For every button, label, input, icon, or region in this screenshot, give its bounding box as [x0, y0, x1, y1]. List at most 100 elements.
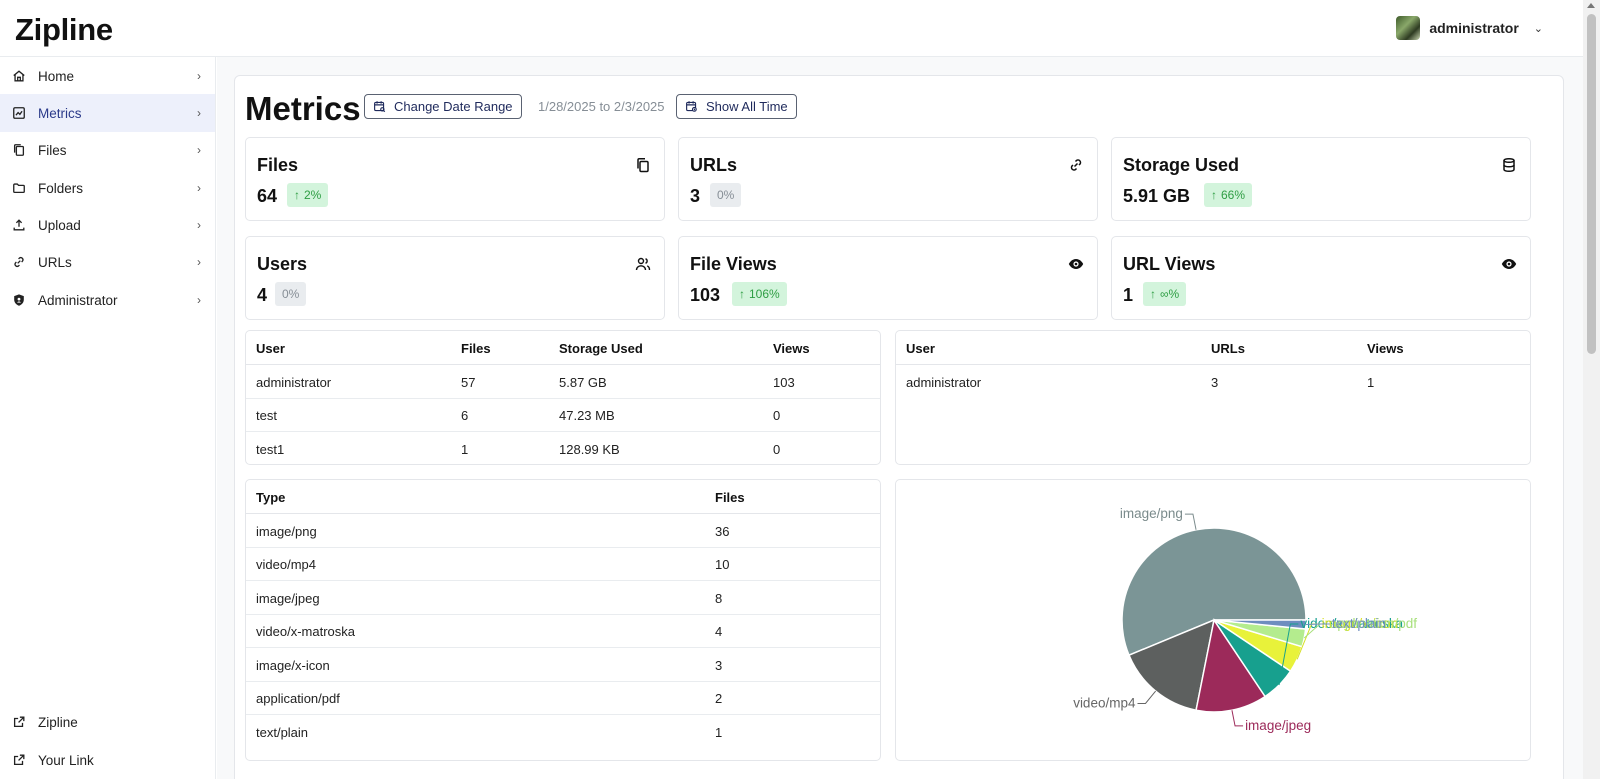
- chevron-right-icon: ›: [197, 255, 201, 269]
- column-header[interactable]: Views: [773, 341, 810, 356]
- column-header[interactable]: Files: [715, 490, 745, 505]
- main-content: Metrics Change Date Range 1/28/2025 to 2…: [217, 57, 1583, 779]
- pie-leader-line: [1278, 623, 1299, 686]
- user-urls-table: User URLs Views administrator 3 1: [895, 330, 1531, 465]
- sidebar-item-label: Upload: [38, 217, 81, 233]
- scroll-up-icon[interactable]: [1587, 3, 1595, 8]
- metrics-panel: Metrics Change Date Range 1/28/2025 to 2…: [234, 75, 1564, 779]
- eye-icon: [1068, 256, 1084, 272]
- column-header[interactable]: URLs: [1211, 341, 1245, 356]
- sidebar-item-metrics[interactable]: Metrics ›: [0, 94, 215, 132]
- arrow-up-icon: ↑: [1150, 287, 1156, 301]
- file-types-pie-chart: image/png video/mp4 image/jpeg video/x-matr…: [895, 479, 1531, 761]
- table-cell: test: [256, 408, 277, 423]
- sidebar-item-label: Metrics: [38, 105, 82, 121]
- table-row: video/mp4 10: [246, 547, 880, 581]
- column-header[interactable]: Type: [256, 490, 286, 505]
- show-all-time-label: Show All Time: [706, 99, 788, 114]
- card-storage-used: Storage Used 5.91 GB ↑ 66%: [1111, 137, 1531, 221]
- pie-leader-line: [1231, 710, 1244, 727]
- table-row: text/plain 1: [246, 715, 880, 749]
- calendar-search-icon: [373, 100, 386, 113]
- sidebar-item-folders[interactable]: Folders ›: [0, 169, 215, 207]
- sidebar-item-files[interactable]: Files ›: [0, 131, 215, 169]
- table-cell: 0: [773, 408, 781, 423]
- upload-icon: [12, 218, 26, 232]
- column-header[interactable]: User: [906, 341, 935, 356]
- trend-badge: ↑ 2%: [287, 183, 329, 207]
- pie-slice[interactable]: [1121, 527, 1307, 657]
- pie-label: video/mp4: [1073, 695, 1136, 710]
- pie-label: image/jpeg: [1245, 718, 1311, 733]
- table-cell: 5.87 GB: [559, 375, 607, 390]
- card-users: Users 4 0%: [245, 236, 665, 320]
- table-cell: image/x-icon: [256, 658, 330, 673]
- card-title: File Views: [690, 254, 777, 274]
- folder-icon: [12, 181, 26, 195]
- card-title: Storage Used: [1123, 155, 1240, 175]
- arrow-up-icon: ↑: [294, 188, 300, 202]
- pie-slice[interactable]: [1213, 619, 1307, 630]
- card-title: URLs: [690, 155, 738, 175]
- table-row: image/png 36: [246, 514, 880, 548]
- change-date-range-button[interactable]: Change Date Range: [364, 94, 522, 119]
- table-cell: application/pdf: [256, 691, 340, 706]
- chevron-right-icon: ›: [197, 69, 201, 83]
- sidebar-item-upload[interactable]: Upload ›: [0, 206, 215, 244]
- sidebar-link-zipline[interactable]: Zipline: [0, 703, 215, 741]
- link-icon: [12, 255, 26, 269]
- card-url-views: URL Views 1 ↑ ∞%: [1111, 236, 1531, 320]
- column-header[interactable]: Files: [461, 341, 491, 356]
- avatar: [1396, 16, 1421, 40]
- table-cell: 103: [773, 375, 795, 390]
- chevron-right-icon: ›: [197, 143, 201, 157]
- sidebar-link-your-link[interactable]: Your Link: [0, 741, 215, 779]
- column-header[interactable]: User: [256, 341, 285, 356]
- show-all-time-button[interactable]: Show All Time: [676, 94, 797, 119]
- page-scrollbar[interactable]: [1583, 0, 1600, 779]
- card-urls: URLs 3 0%: [678, 137, 1098, 221]
- pie-label: text/plain: [1332, 616, 1386, 631]
- user-menu[interactable]: administrator ⌄: [1396, 16, 1543, 40]
- badge-text: 106%: [749, 287, 780, 301]
- home-icon: [12, 69, 26, 83]
- column-header[interactable]: Storage Used: [559, 341, 643, 356]
- table-cell: 8: [715, 591, 723, 606]
- column-header[interactable]: Views: [1367, 341, 1404, 356]
- calendar-clock-icon: [685, 100, 698, 113]
- arrow-up-icon: ↑: [739, 287, 745, 301]
- pie-leader-line: [1137, 690, 1157, 704]
- table-cell: test1: [256, 442, 285, 457]
- sidebar-item-urls[interactable]: URLs ›: [0, 243, 215, 281]
- table-cell: image/png: [256, 524, 317, 539]
- pie-label: video/x-matroska: [1300, 616, 1403, 631]
- table-cell: 10: [715, 557, 730, 572]
- badge-text: 2%: [304, 188, 322, 202]
- chevron-down-icon: ⌄: [1533, 22, 1543, 35]
- badge-text: 0%: [282, 287, 300, 301]
- external-link-icon: [12, 715, 26, 729]
- table-cell: 1: [715, 725, 723, 740]
- table-cell: video/mp4: [256, 557, 316, 572]
- table-header: User URLs Views: [896, 331, 1530, 365]
- table-cell: 4: [715, 624, 723, 639]
- page-title: Metrics: [245, 90, 361, 127]
- sidebar-item-label: Folders: [38, 180, 84, 196]
- sidebar-item-administrator[interactable]: Administrator ›: [0, 281, 215, 319]
- sidebar-item-home[interactable]: Home ›: [0, 57, 215, 95]
- app-header: Zipline administrator ⌄: [0, 0, 1583, 57]
- sidebar-item-label: URLs: [38, 254, 72, 270]
- trend-badge: 0%: [710, 183, 742, 207]
- pie-slice[interactable]: [1128, 618, 1216, 712]
- table-cell: image/jpeg: [256, 591, 320, 606]
- card-title: URL Views: [1123, 254, 1216, 274]
- external-link-icon: [12, 753, 26, 767]
- app-logo[interactable]: Zipline: [15, 12, 113, 47]
- table-cell: 1: [461, 442, 469, 457]
- pie-slice[interactable]: [1195, 618, 1267, 713]
- scroll-thumb[interactable]: [1587, 14, 1596, 354]
- table-cell: 57: [461, 375, 476, 390]
- table-cell: 3: [715, 658, 723, 673]
- table-row: administrator 57 5.87 GB 103: [246, 365, 880, 399]
- sidebar-item-label: Zipline: [38, 714, 78, 730]
